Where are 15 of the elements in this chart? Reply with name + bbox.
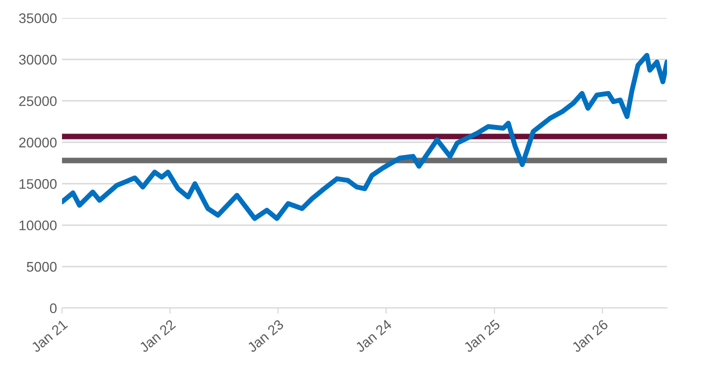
y-tick-label: 20000: [19, 138, 57, 148]
y-tick-label: 0: [50, 303, 57, 314]
x-tick-label: Jan 24: [354, 318, 392, 353]
y-tick-label: 25000: [19, 96, 57, 106]
line-series: [62, 52, 667, 221]
y-tick-label: 15000: [20, 179, 57, 189]
y-tick-label: 30000: [19, 54, 57, 65]
y-tick-label: 5000: [26, 262, 57, 272]
y-tick-label: 10000: [20, 220, 57, 230]
x-tick-label: Jan 23: [246, 319, 284, 353]
y-tick-label: 35000: [19, 13, 57, 24]
x-tick-label: Jan 22: [138, 319, 176, 353]
x-tick-label: Jan 26: [570, 319, 609, 353]
x-tick-label: Jan 25: [462, 319, 501, 353]
x-tick-label: Jan 21: [30, 319, 68, 353]
